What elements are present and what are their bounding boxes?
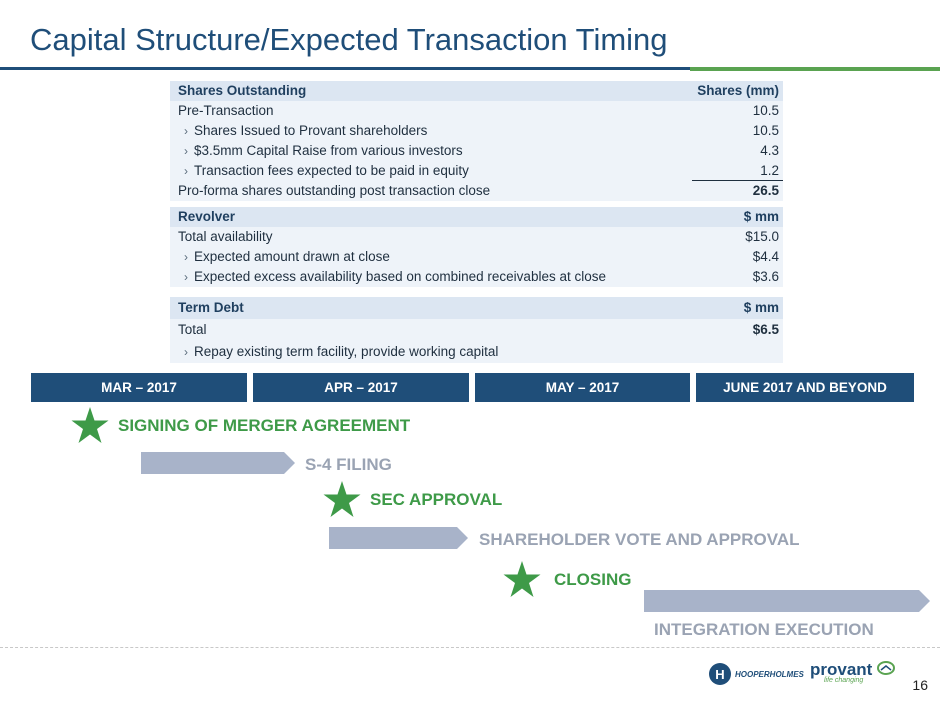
- table-row: › Shares Issued to Provant shareholders 1…: [170, 121, 783, 141]
- row-label-text: $3.5mm Capital Raise from various invest…: [194, 143, 463, 158]
- row-label: › Shares Issued to Provant shareholders: [184, 121, 427, 141]
- row-label: › Repay existing term facility, provide w…: [184, 341, 498, 363]
- header-unit: $ mm: [743, 300, 779, 315]
- chevron-right-icon: ›: [184, 250, 188, 264]
- timeline-month-may: MAY – 2017: [475, 373, 690, 402]
- timeline-month-apr: APR – 2017: [253, 373, 469, 402]
- table-row: › Expected amount drawn at close $4.4: [170, 247, 783, 267]
- provant-logo-text: provant: [810, 660, 873, 679]
- table-row: › $3.5mm Capital Raise from various inves…: [170, 141, 783, 161]
- provant-logo: provant life changing: [810, 660, 895, 684]
- shares-outstanding-table: Shares Outstanding Shares (mm) Pre-Trans…: [170, 81, 783, 201]
- total-label: Pro-forma shares outstanding post transa…: [178, 183, 491, 198]
- title-rule-green: [690, 67, 940, 71]
- table-row: Total $6.5: [170, 319, 783, 341]
- row-value: $6.5: [752, 322, 779, 337]
- row-label: › $3.5mm Capital Raise from various inves…: [184, 141, 463, 161]
- row-label: › Expected excess availability based on c…: [184, 267, 606, 287]
- row-value: 4.3: [760, 143, 779, 158]
- row-label-text: Transaction fees expected to be paid in …: [194, 163, 469, 178]
- table-header: Revolver $ mm: [170, 207, 783, 227]
- table-row: › Repay existing term facility, provide w…: [170, 341, 783, 363]
- row-value: $15.0: [745, 229, 779, 244]
- chevron-right-icon: ›: [184, 345, 188, 359]
- total-value: 26.5: [752, 183, 779, 198]
- subtotal-underline: [692, 180, 783, 181]
- timeline-month-june: JUNE 2017 AND BEYOND: [696, 373, 914, 402]
- footer-divider: [0, 647, 940, 648]
- title-rule-blue: [0, 67, 690, 70]
- chevron-right-icon: ›: [184, 164, 188, 178]
- row-label: › Transaction fees expected to be paid in…: [184, 161, 469, 181]
- row-label-text: Shares Issued to Provant shareholders: [194, 123, 428, 138]
- star-icon: [503, 561, 541, 597]
- event-s4-arrow: [141, 452, 295, 474]
- term-debt-table: Term Debt $ mm Total $6.5 › Repay existin…: [170, 297, 783, 363]
- timeline-month-mar: MAR – 2017: [31, 373, 247, 402]
- hooper-logo-text: HOOPERHOLMES: [735, 669, 804, 679]
- chevron-right-icon: ›: [184, 270, 188, 284]
- row-value: $3.6: [752, 269, 779, 284]
- table-row: Pre-Transaction 10.5: [170, 101, 783, 121]
- event-signing-label: SIGNING OF MERGER AGREEMENT: [118, 416, 411, 435]
- header-unit: Shares (mm): [697, 83, 779, 98]
- row-label-text: Expected excess availability based on co…: [194, 269, 606, 284]
- provant-tagline: life changing: [824, 677, 864, 684]
- star-icon: [323, 481, 361, 517]
- table-header: Term Debt $ mm: [170, 297, 783, 319]
- chevron-right-icon: ›: [184, 124, 188, 138]
- header-label: Term Debt: [178, 300, 244, 315]
- row-label: Pre-Transaction: [178, 103, 274, 118]
- table-header: Shares Outstanding Shares (mm): [170, 81, 783, 101]
- event-closing-label: CLOSING: [554, 570, 632, 589]
- page-title: Capital Structure/Expected Transaction T…: [30, 22, 668, 57]
- row-value: 10.5: [752, 123, 779, 138]
- table-total-row: Pro-forma shares outstanding post transa…: [170, 181, 783, 201]
- row-label-text: Repay existing term facility, provide wo…: [194, 344, 499, 359]
- row-value: 10.5: [752, 103, 779, 118]
- hooper-holmes-logo: H HOOPERHOLMES: [708, 662, 804, 686]
- row-label: Total availability: [178, 229, 273, 244]
- event-integration-label: INTEGRATION EXECUTION: [654, 620, 874, 639]
- row-value: 1.2: [760, 163, 779, 178]
- event-sec-label: SEC APPROVAL: [370, 490, 503, 509]
- header-unit: $ mm: [743, 209, 779, 224]
- event-vote-label: SHAREHOLDER VOTE AND APPROVAL: [479, 530, 800, 549]
- table-row: › Transaction fees expected to be paid in…: [170, 161, 783, 181]
- event-s4-label: S-4 FILING: [305, 455, 392, 474]
- revolver-table: Revolver $ mm Total availability $15.0 ›…: [170, 207, 783, 287]
- provant-leaf-icon: [876, 661, 895, 675]
- row-value: $4.4: [752, 249, 779, 264]
- event-integration-arrow: [644, 590, 930, 612]
- hooper-logo-mark: H: [709, 663, 731, 685]
- row-label: › Expected amount drawn at close: [184, 247, 390, 267]
- header-label: Revolver: [178, 209, 236, 224]
- row-label: Total: [178, 322, 207, 337]
- event-vote-arrow: [329, 527, 468, 549]
- row-label-text: Expected amount drawn at close: [194, 249, 390, 264]
- star-icon: [71, 407, 109, 443]
- header-label: Shares Outstanding: [178, 83, 307, 98]
- table-row: Total availability $15.0: [170, 227, 783, 247]
- page-number: 16: [912, 677, 928, 693]
- chevron-right-icon: ›: [184, 144, 188, 158]
- table-row: › Expected excess availability based on c…: [170, 267, 783, 287]
- svg-text:H: H: [715, 667, 724, 682]
